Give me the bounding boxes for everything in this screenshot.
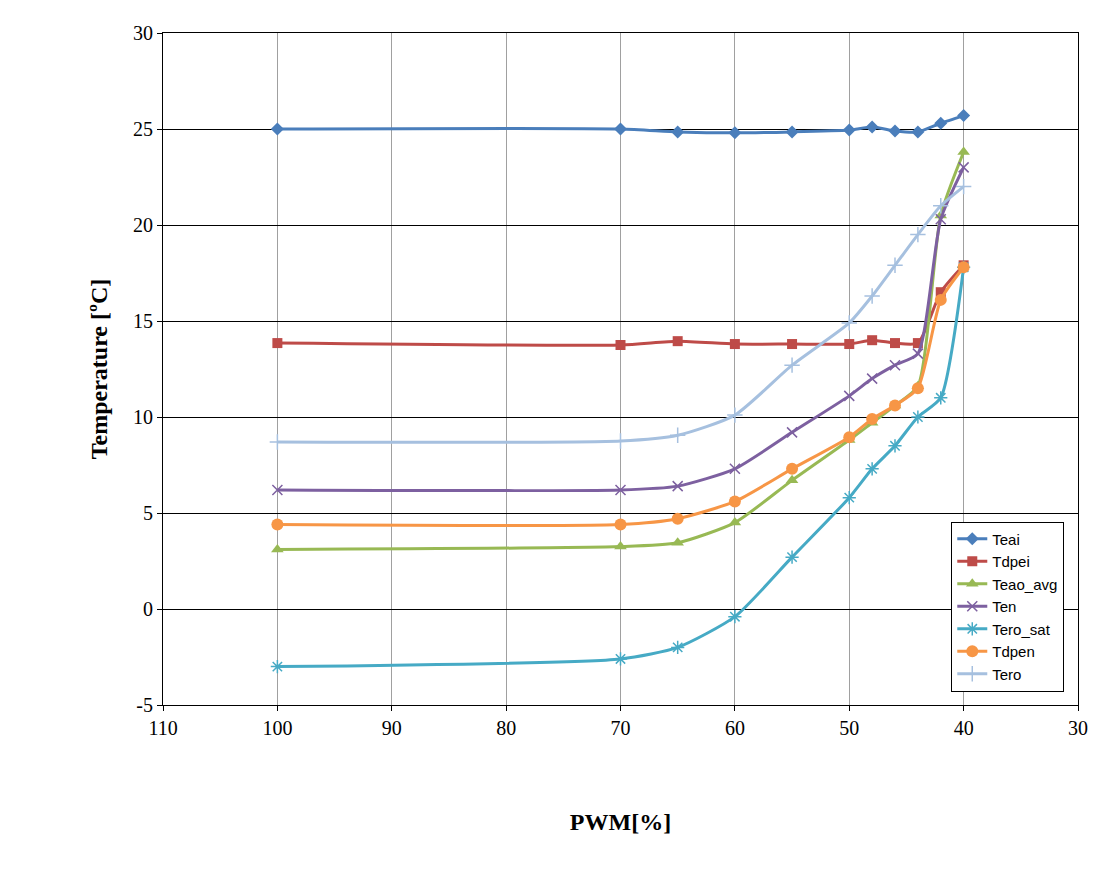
svg-text:Teao_avg: Teao_avg xyxy=(992,576,1057,593)
svg-text:25: 25 xyxy=(133,118,153,140)
svg-text:90: 90 xyxy=(382,717,402,739)
svg-text:60: 60 xyxy=(725,717,745,739)
svg-text:15: 15 xyxy=(133,310,153,332)
svg-text:-5: -5 xyxy=(136,694,153,716)
svg-text:110: 110 xyxy=(148,717,177,739)
svg-text:Tdpen: Tdpen xyxy=(992,643,1035,660)
svg-text:Tdpei: Tdpei xyxy=(992,553,1030,570)
svg-text:70: 70 xyxy=(611,717,631,739)
svg-text:Tero_sat: Tero_sat xyxy=(992,621,1050,638)
svg-text:Tero: Tero xyxy=(992,666,1021,683)
svg-text:10: 10 xyxy=(133,406,153,428)
svg-text:30: 30 xyxy=(1068,717,1088,739)
svg-text:40: 40 xyxy=(954,717,974,739)
svg-text:Temperature [ºC]: Temperature [ºC] xyxy=(86,279,112,460)
svg-text:0: 0 xyxy=(143,598,153,620)
svg-text:80: 80 xyxy=(496,717,516,739)
svg-text:PWM[%]: PWM[%] xyxy=(570,809,671,835)
svg-text:30: 30 xyxy=(133,22,153,44)
svg-text:100: 100 xyxy=(262,717,292,739)
svg-text:50: 50 xyxy=(839,717,859,739)
svg-text:Teai: Teai xyxy=(992,531,1020,548)
svg-text:20: 20 xyxy=(133,214,153,236)
svg-text:Ten: Ten xyxy=(992,598,1016,615)
svg-text:5: 5 xyxy=(143,502,153,524)
